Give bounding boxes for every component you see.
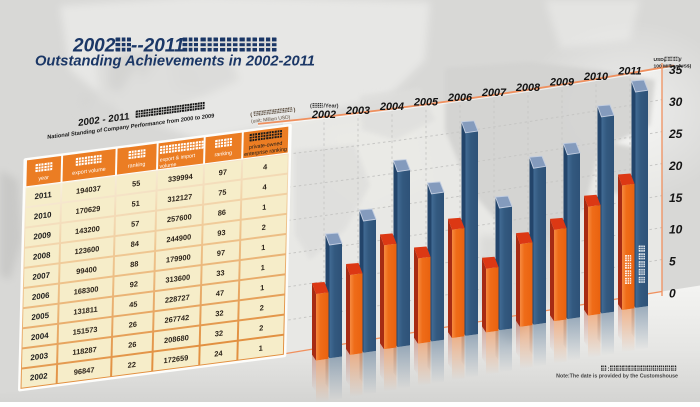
- svg-text:(unit: Million USD): (unit: Million USD): [251, 114, 291, 124]
- svg-text:47: 47: [216, 288, 224, 298]
- svg-text:2007: 2007: [481, 87, 507, 99]
- svg-text:30: 30: [669, 95, 683, 109]
- svg-text:123600: 123600: [75, 244, 100, 256]
- svg-text:/Year): /Year): [324, 104, 339, 110]
- svg-text:USD(: USD(: [654, 57, 666, 63]
- svg-text:88: 88: [130, 259, 138, 269]
- svg-text::: :: [608, 367, 610, 373]
- svg-text:339994: 339994: [168, 172, 194, 184]
- svg-text:312127: 312127: [167, 192, 192, 204]
- svg-text:4: 4: [263, 162, 268, 172]
- svg-text:1: 1: [261, 243, 265, 253]
- svg-text:Outstanding Achievements in 20: Outstanding Achievements in 2002-2011: [35, 54, 315, 70]
- svg-text:1: 1: [262, 202, 266, 212]
- svg-text:2010: 2010: [583, 71, 608, 83]
- svg-text:267742: 267742: [164, 313, 189, 325]
- svg-text:151573: 151573: [73, 325, 98, 337]
- svg-text:33: 33: [216, 268, 224, 278]
- svg-text:(: (: [250, 112, 253, 118]
- svg-text:168300: 168300: [74, 284, 99, 296]
- svg-text:2008: 2008: [33, 250, 51, 261]
- svg-text:private-owned: private-owned: [249, 141, 283, 151]
- svg-text:75: 75: [218, 188, 226, 198]
- svg-text:2008: 2008: [515, 82, 540, 94]
- svg-text:10: 10: [669, 223, 683, 237]
- svg-text:2006: 2006: [32, 291, 50, 302]
- svg-text:(: (: [310, 104, 312, 110]
- svg-text:143200: 143200: [75, 224, 100, 236]
- svg-text:2: 2: [262, 223, 266, 233]
- svg-text:208680: 208680: [164, 333, 189, 345]
- svg-text:)/: )/: [679, 57, 683, 63]
- svg-text:export volume: export volume: [72, 167, 106, 177]
- svg-text:86: 86: [218, 208, 226, 218]
- svg-text:2005: 2005: [31, 311, 49, 322]
- svg-text:97: 97: [217, 248, 225, 258]
- svg-text:2002: 2002: [72, 36, 116, 57]
- svg-text:year: year: [38, 175, 49, 182]
- svg-text:2005: 2005: [413, 97, 439, 109]
- svg-text:179900: 179900: [166, 252, 191, 264]
- svg-text:2002: 2002: [30, 371, 48, 382]
- svg-text:228727: 228727: [165, 293, 190, 305]
- svg-text:ranking: ranking: [128, 161, 146, 169]
- svg-text:93: 93: [217, 228, 225, 238]
- svg-text:25: 25: [668, 127, 683, 141]
- svg-text:2009: 2009: [549, 77, 574, 89]
- svg-text:1: 1: [259, 343, 263, 353]
- svg-text:244900: 244900: [166, 232, 191, 244]
- svg-text:22: 22: [128, 360, 136, 370]
- svg-text:2004: 2004: [379, 101, 404, 113]
- svg-text:257600: 257600: [167, 212, 192, 224]
- svg-text:2006: 2006: [447, 92, 473, 104]
- svg-text:4: 4: [263, 182, 268, 192]
- svg-text:2009: 2009: [33, 230, 51, 241]
- svg-text:92: 92: [130, 279, 138, 289]
- svg-text:26: 26: [129, 320, 137, 330]
- svg-text:51: 51: [132, 199, 140, 209]
- svg-text:2007: 2007: [32, 270, 50, 281]
- svg-text:2003: 2003: [30, 351, 48, 362]
- svg-text:2004: 2004: [31, 331, 49, 342]
- svg-text:84: 84: [131, 239, 140, 249]
- svg-text:45: 45: [129, 299, 137, 309]
- svg-text:--2011: --2011: [131, 36, 185, 57]
- svg-text:20: 20: [668, 159, 683, 173]
- svg-text:24: 24: [214, 349, 223, 359]
- svg-text:ranking: ranking: [214, 150, 232, 158]
- svg-text:2011: 2011: [617, 65, 641, 77]
- svg-text:1: 1: [260, 283, 264, 293]
- svg-text:): ): [293, 107, 296, 113]
- svg-text:26: 26: [128, 340, 136, 350]
- svg-text:Note:The date is provided by t: Note:The date is provided by the Customs…: [556, 374, 678, 380]
- svg-text:2010: 2010: [34, 210, 52, 221]
- svg-text:172659: 172659: [163, 353, 188, 365]
- svg-text:0: 0: [669, 287, 676, 301]
- svg-text:35: 35: [669, 63, 683, 77]
- svg-text:15: 15: [669, 191, 683, 205]
- svg-text:55: 55: [132, 179, 140, 189]
- svg-text:97: 97: [219, 167, 227, 177]
- svg-text:194037: 194037: [76, 184, 101, 196]
- svg-text:2002: 2002: [311, 109, 336, 121]
- svg-text:57: 57: [131, 219, 139, 229]
- svg-text:100 Million(US$): 100 Million(US$): [654, 64, 692, 70]
- svg-text:2003: 2003: [345, 105, 370, 117]
- svg-text:32: 32: [215, 328, 223, 338]
- svg-text:99400: 99400: [76, 265, 97, 277]
- svg-text:5: 5: [669, 255, 676, 269]
- svg-text:96847: 96847: [74, 365, 95, 377]
- svg-text:170629: 170629: [75, 204, 100, 216]
- svg-text:131811: 131811: [73, 305, 98, 317]
- svg-text:118287: 118287: [72, 345, 97, 357]
- svg-text:2: 2: [259, 323, 263, 333]
- svg-text:2011: 2011: [34, 190, 52, 201]
- svg-text:enterprise ranking: enterprise ranking: [244, 147, 287, 159]
- svg-text:2: 2: [260, 303, 264, 313]
- svg-text:1: 1: [261, 263, 265, 273]
- svg-text:export & import: export & import: [160, 153, 196, 164]
- svg-text:313600: 313600: [165, 273, 190, 285]
- svg-text:volume: volume: [159, 162, 176, 170]
- svg-text:32: 32: [215, 308, 223, 318]
